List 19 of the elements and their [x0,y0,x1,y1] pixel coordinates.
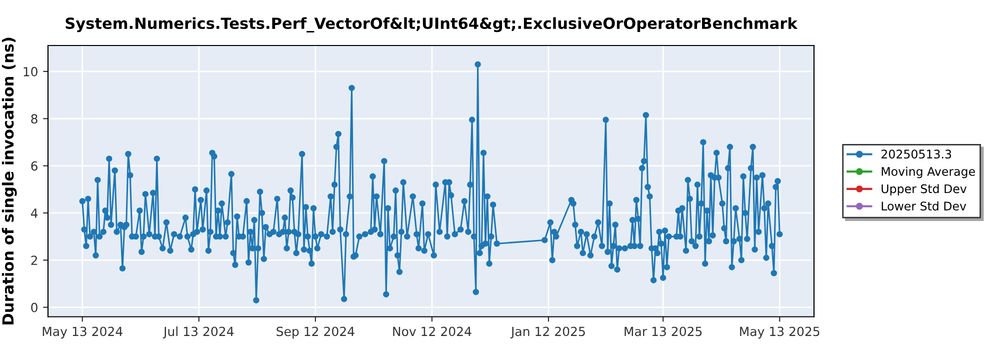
legend-label: Lower Std Dev [882,201,966,211]
y-tick-label: 10 [24,66,38,76]
legend-label: 20250513.3 [882,150,952,159]
x-tick-label: Mar 13 2025 [624,326,702,336]
y-axis-title: Duration of single invocation (ns) [2,38,17,324]
x-tick-label: May 13 2025 [740,326,820,339]
y-tick-label: 0 [31,302,38,312]
y-tick-label: 4 [30,208,38,218]
legend-label: Upper Std Dev [882,184,967,196]
chart-title: System.Numerics.Tests.Perf_VectorOf&lt;UInt64&gt;.ExclusiveOrOperatorBenchmark [66,17,798,32]
x-tick-label: Jul 13 2024 [162,326,234,338]
legend-label: Moving Average [882,166,975,178]
y-tick-label: 6 [31,161,38,171]
x-tick-label: Jan 12 2025 [510,326,585,338]
y-tick-label: 8 [31,114,38,124]
x-tick-label: Nov 12 2024 [393,326,472,336]
x-tick-label: May 13 2024 [42,326,122,339]
y-tick-label: 2 [31,256,38,265]
x-tick-label: Sep 12 2024 [276,326,354,339]
